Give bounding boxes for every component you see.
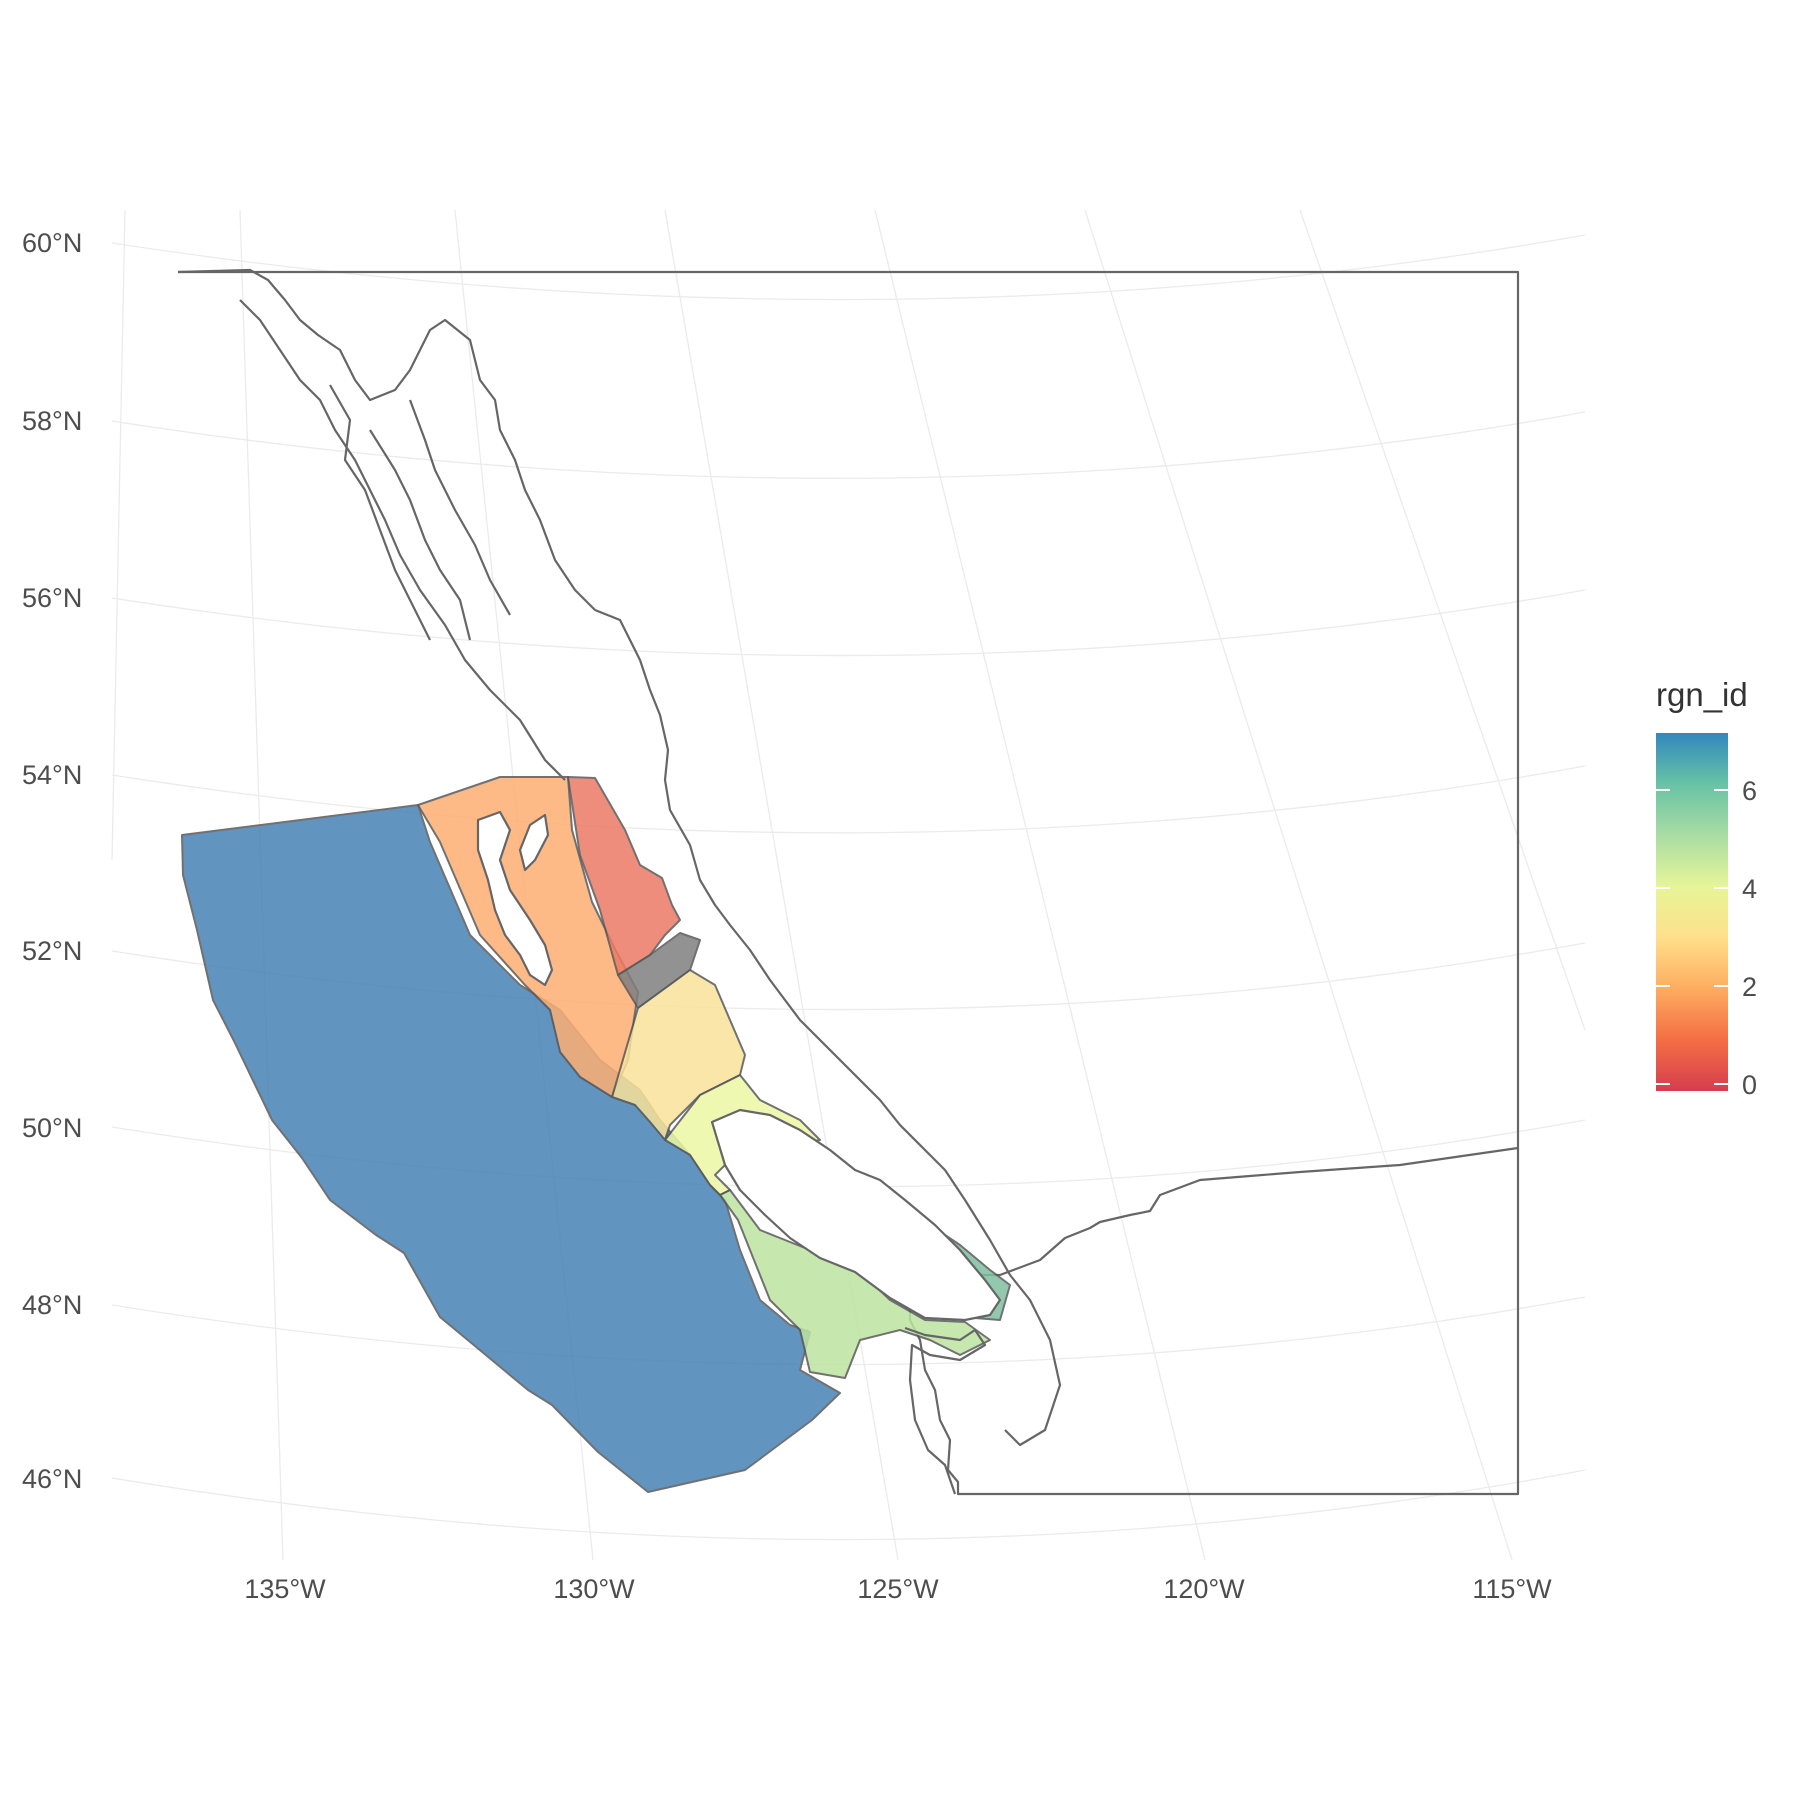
- lon-label-115w: 115°W: [1472, 1574, 1552, 1604]
- gridline-54n: [111, 765, 1586, 834]
- haida-gwaii-north: [518, 813, 550, 872]
- legend-label-6: 6: [1742, 776, 1757, 806]
- legend: rgn_id 0 2 4 6: [1656, 676, 1757, 1100]
- ocean-regions: [181, 776, 1011, 1493]
- lon-label-120w: 120°W: [1163, 1574, 1245, 1604]
- gridline-120w: [874, 209, 1206, 1561]
- lat-label-56n: 56°N: [22, 583, 82, 613]
- haida-gwaii: [476, 810, 554, 987]
- lat-label-60n: 60°N: [22, 228, 82, 258]
- gridline-56n: [111, 589, 1586, 657]
- gridline-60n: [111, 234, 1586, 301]
- legend-colorbar: [1656, 733, 1728, 1091]
- lat-label-58n: 58°N: [22, 406, 82, 436]
- lat-label-48n: 48°N: [22, 1290, 82, 1320]
- alaska-islands: [239, 299, 566, 781]
- gridline-46n: [111, 1469, 1586, 1541]
- legend-title: rgn_id: [1656, 676, 1748, 713]
- gridline-110w: [1299, 209, 1586, 1031]
- longitude-axis: 135°W 130°W 125°W 120°W 115°W: [244, 1574, 1552, 1604]
- region-2: [567, 776, 681, 976]
- latitude-axis: 60°N 58°N 56°N 54°N 52°N 50°N 48°N 46°N: [22, 228, 82, 1494]
- gridline-115w: [1084, 209, 1513, 1561]
- coastline: [177, 268, 1062, 1495]
- legend-ticks: [1656, 789, 1728, 1085]
- vancouver-island: [710, 1108, 1002, 1322]
- lon-label-135w: 135°W: [244, 1574, 326, 1604]
- lat-label-50n: 50°N: [22, 1113, 82, 1143]
- lon-label-130w: 130°W: [553, 1574, 635, 1604]
- gridline-58n: [111, 411, 1586, 479]
- legend-label-0: 0: [1742, 1070, 1757, 1100]
- gridline-140w: [111, 209, 126, 861]
- legend-label-4: 4: [1742, 874, 1757, 904]
- mainland-coast: [177, 268, 1062, 1447]
- olympic-coast: [904, 1326, 987, 1495]
- lat-label-54n: 54°N: [22, 760, 82, 790]
- lat-label-52n: 52°N: [22, 936, 82, 966]
- lat-label-46n: 46°N: [22, 1464, 82, 1494]
- legend-label-2: 2: [1742, 972, 1757, 1002]
- lon-label-125w: 125°W: [857, 1574, 939, 1604]
